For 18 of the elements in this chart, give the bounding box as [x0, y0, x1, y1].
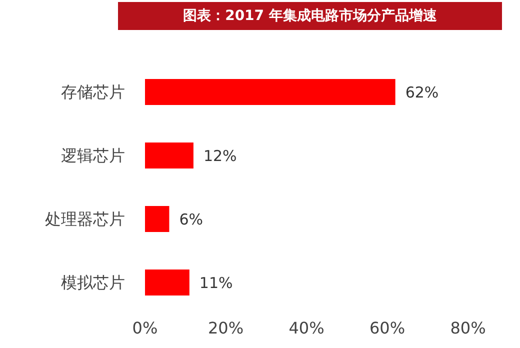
- y-tick-label: 处理器芯片: [45, 209, 125, 228]
- x-tick-label: 0%: [132, 318, 158, 338]
- y-tick-label: 存储芯片: [61, 82, 125, 102]
- bar: [145, 142, 194, 168]
- x-tick-label: 40%: [288, 318, 324, 338]
- bar: [145, 206, 170, 232]
- x-tick-label: 20%: [208, 318, 244, 338]
- data-label: 12%: [203, 146, 237, 165]
- y-tick-label: 逻辑芯片: [61, 146, 125, 165]
- x-tick-label: 60%: [369, 318, 406, 338]
- y-tick-label: 模拟芯片: [61, 272, 125, 292]
- x-tick-label: 80%: [450, 318, 486, 338]
- bar: [145, 270, 190, 296]
- bar: [145, 79, 396, 105]
- data-label: 6%: [179, 210, 204, 228]
- data-label: 62%: [405, 83, 439, 102]
- chart-title: 图表：2017 年集成电路市场分产品增速: [118, 2, 502, 30]
- data-label: 11%: [199, 274, 233, 292]
